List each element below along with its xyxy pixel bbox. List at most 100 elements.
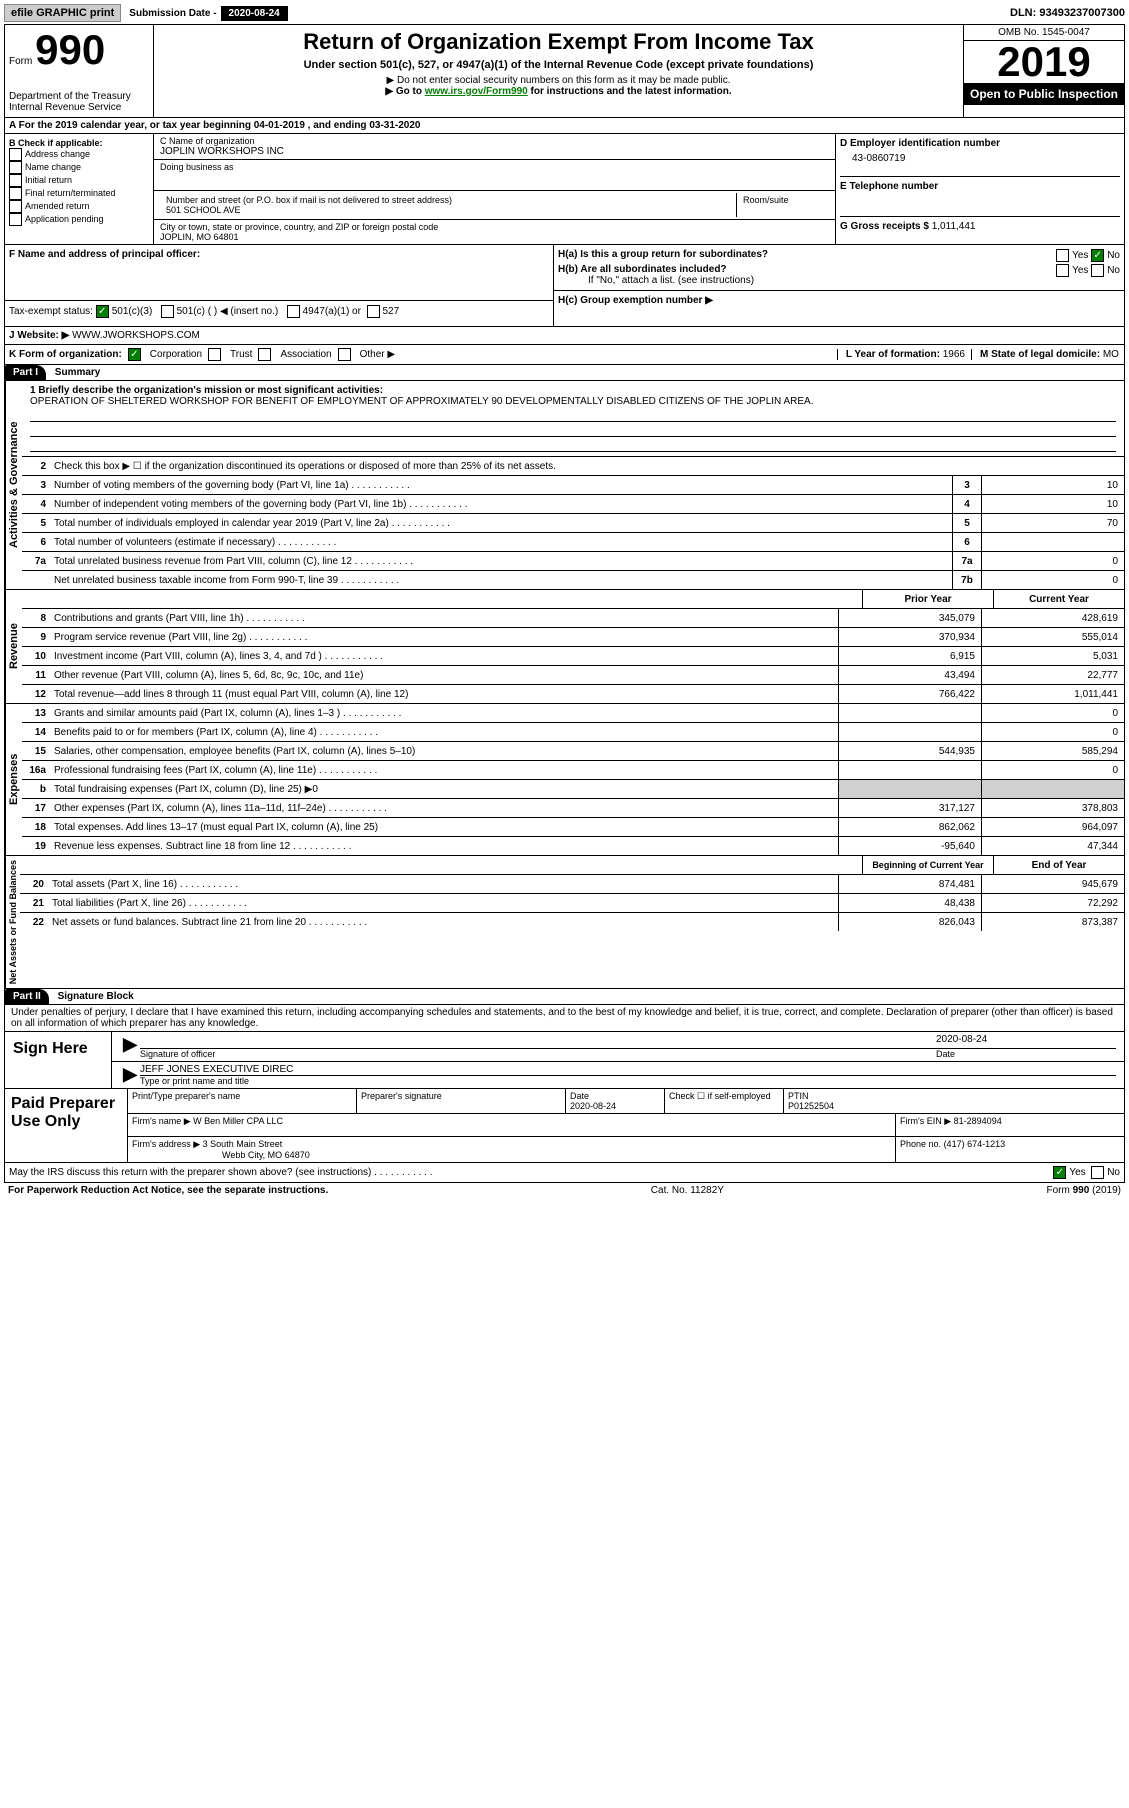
row-j: J Website: ▶ WWW.JWORKSHOPS.COM [5, 327, 1124, 345]
submission-date-value: 2020-08-24 [221, 6, 288, 21]
ha-yes[interactable] [1056, 249, 1069, 262]
line-6-desc: Total number of volunteers (estimate if … [50, 535, 952, 550]
chk-final[interactable]: Final return/terminated [9, 187, 149, 200]
part-2-tab: Part II [5, 989, 49, 1004]
line-6-val [981, 533, 1124, 551]
chk-501c[interactable] [161, 305, 174, 318]
arrow-icon-2: ▶ [120, 1064, 140, 1086]
ha-no[interactable]: ✓ [1091, 249, 1104, 262]
check-self-employed[interactable]: Check ☐ if self-employed [665, 1089, 784, 1113]
box-c: C Name of organization JOPLIN WORKSHOPS … [154, 134, 835, 244]
chk-name[interactable]: Name change [9, 161, 149, 174]
line-13-py [838, 704, 981, 722]
ha-row: H(a) Is this a group return for subordin… [558, 249, 1120, 260]
principal-officer-label: F Name and address of principal officer: [9, 249, 549, 260]
chk-address[interactable]: Address change [9, 148, 149, 161]
line-13-cy: 0 [981, 704, 1124, 722]
chk-other[interactable] [338, 348, 351, 361]
penalties-text: Under penalties of perjury, I declare th… [5, 1005, 1124, 1032]
form-title: Return of Organization Exempt From Incom… [162, 29, 955, 55]
line-13-desc: Grants and similar amounts paid (Part IX… [50, 706, 838, 721]
hb-label: H(b) Are all subordinates included? [558, 264, 727, 275]
footer-mid: Cat. No. 11282Y [651, 1185, 724, 1196]
efile-print-button[interactable]: efile GRAPHIC print [4, 4, 121, 22]
street-row: Number and street (or P.O. box if mail i… [154, 191, 835, 220]
street-value: 501 SCHOOL AVE [166, 205, 730, 215]
line-18-desc: Total expenses. Add lines 13–17 (must eq… [50, 820, 838, 835]
paid-date-value: 2020-08-24 [570, 1101, 660, 1111]
line-22-cy: 873,387 [981, 913, 1124, 931]
discuss-yes-check[interactable]: ✓ [1053, 1166, 1066, 1179]
sig-officer-label: Signature of officer [140, 1049, 936, 1059]
phone-label: E Telephone number [840, 176, 1120, 192]
vtab-revenue: Revenue [5, 590, 22, 703]
line-12-cy: 1,011,441 [981, 685, 1124, 703]
chk-527[interactable] [367, 305, 380, 318]
chk-initial[interactable]: Initial return [9, 174, 149, 187]
part-1-tab: Part I [5, 365, 46, 380]
tax-year: 2019 [964, 41, 1124, 83]
ptin-value: P01252504 [788, 1101, 1120, 1111]
footer-left: For Paperwork Reduction Act Notice, see … [8, 1185, 328, 1196]
ha-no-lbl: No [1107, 250, 1120, 261]
dln-label: DLN: 93493237007300 [1010, 7, 1125, 19]
line-3-val: 10 [981, 476, 1124, 494]
line-16b-py [838, 780, 981, 798]
hb-yes[interactable] [1056, 264, 1069, 277]
subtitle: Under section 501(c), 527, or 4947(a)(1)… [162, 59, 955, 71]
org-name-label: C Name of organization [160, 136, 829, 146]
opt-527: 527 [383, 306, 400, 317]
open-public-label: Open to Public Inspection [964, 83, 1124, 105]
note-1: ▶ Do not enter social security numbers o… [162, 75, 955, 86]
year-formation-value: 1966 [943, 349, 965, 360]
chk-4947[interactable] [287, 305, 300, 318]
city-value: JOPLIN, MO 64801 [160, 232, 829, 242]
line-7b-desc: Net unrelated business taxable income fr… [50, 573, 952, 588]
line-9-desc: Program service revenue (Part VIII, line… [50, 630, 838, 645]
part-1-header: Part I Summary [5, 365, 1124, 381]
line-3-desc: Number of voting members of the governin… [50, 478, 952, 493]
website-value: WWW.JWORKSHOPS.COM [72, 330, 200, 341]
chk-pending[interactable]: Application pending [9, 213, 149, 226]
city-label: City or town, state or province, country… [160, 222, 829, 232]
hb-no[interactable] [1091, 264, 1104, 277]
chk-501c3[interactable]: ✓ [96, 305, 109, 318]
firm-addr-1: 3 South Main Street [203, 1139, 283, 1149]
line-10-cy: 5,031 [981, 647, 1124, 665]
line-6-box: 6 [952, 533, 981, 551]
state-domicile-value: MO [1103, 349, 1119, 360]
discuss-no-check[interactable] [1091, 1166, 1104, 1179]
header-row: Form 990 Department of the Treasury Inte… [5, 25, 1124, 118]
part-2-title: Signature Block [58, 991, 134, 1002]
line-20-desc: Total assets (Part X, line 16) [48, 877, 838, 892]
chk-corp[interactable]: ✓ [128, 348, 141, 361]
line-2-desc: Check this box ▶ ☐ if the organization d… [50, 459, 1124, 474]
irs-discuss-row: May the IRS discuss this return with the… [5, 1163, 1124, 1182]
title-box: Return of Organization Exempt From Incom… [154, 25, 963, 117]
room-cell: Room/suite [737, 193, 829, 217]
line-12-py: 766,422 [838, 685, 981, 703]
tax-exempt-row: Tax-exempt status: ✓501(c)(3) 501(c) ( )… [5, 300, 553, 322]
firm-addr-label: Firm's address ▶ [132, 1139, 200, 1149]
line-21-desc: Total liabilities (Part X, line 26) [48, 896, 838, 911]
line-4-desc: Number of independent voting members of … [50, 497, 952, 512]
line-15-desc: Salaries, other compensation, employee b… [50, 744, 838, 759]
line-12-desc: Total revenue—add lines 8 through 11 (mu… [50, 687, 838, 702]
chk-amended[interactable]: Amended return [9, 200, 149, 213]
submission-date-label: Submission Date - [129, 8, 216, 19]
line-19-desc: Revenue less expenses. Subtract line 18 … [50, 839, 838, 854]
org-name-value: JOPLIN WORKSHOPS INC [160, 146, 829, 157]
form-id-box: Form 990 Department of the Treasury Inte… [5, 25, 154, 117]
form-number: 990 [35, 26, 105, 73]
line-5-box: 5 [952, 514, 981, 532]
firm-addr-2: Webb City, MO 64870 [132, 1150, 891, 1160]
irs-link[interactable]: www.irs.gov/Form990 [425, 86, 528, 97]
chk-trust[interactable] [208, 348, 221, 361]
chk-assoc[interactable] [258, 348, 271, 361]
line-10-py: 6,915 [838, 647, 981, 665]
part-2-header: Part II Signature Block [5, 989, 1124, 1005]
street-cell: Number and street (or P.O. box if mail i… [160, 193, 737, 217]
vtab-net-assets: Net Assets or Fund Balances [5, 856, 20, 988]
paid-preparer-section: Paid Preparer Use Only Print/Type prepar… [5, 1089, 1124, 1163]
ha-yes-lbl: Yes [1072, 250, 1088, 261]
